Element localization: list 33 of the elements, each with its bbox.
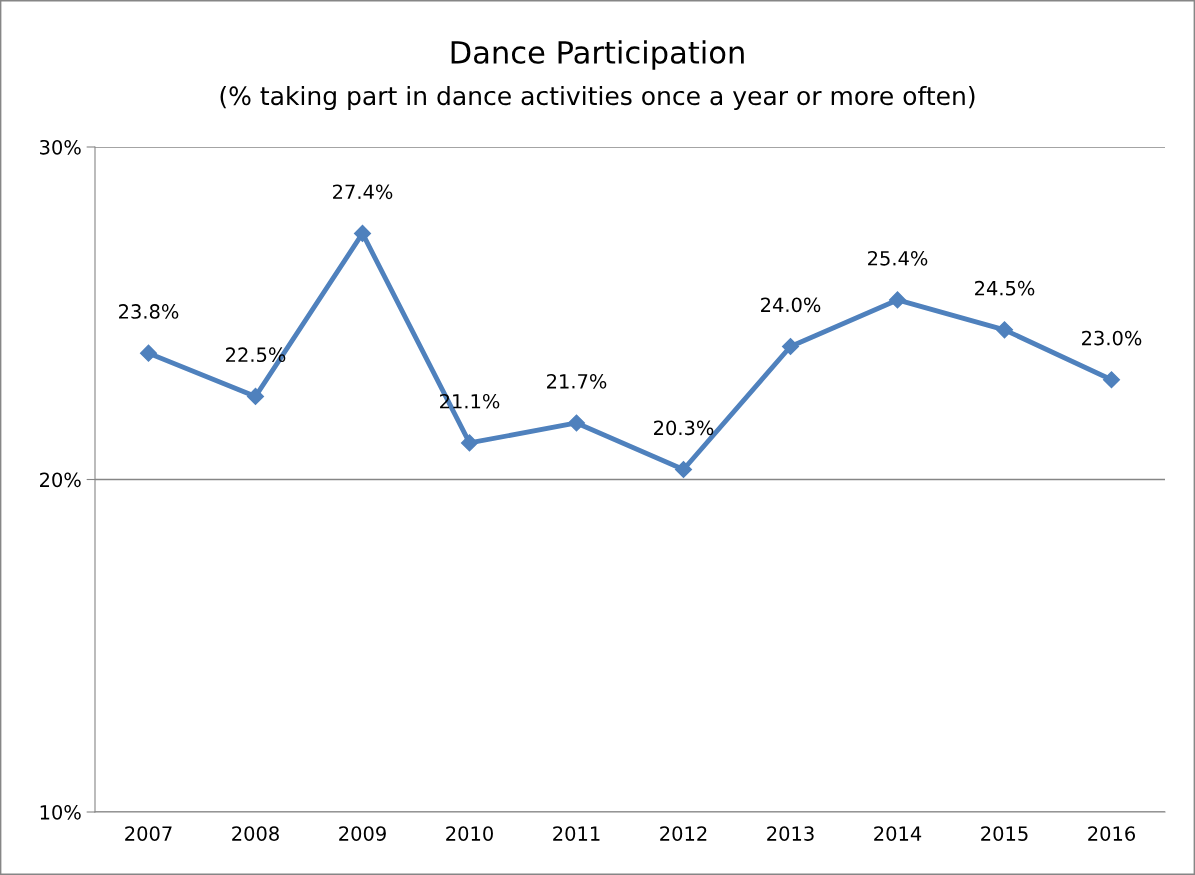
point bbox=[674, 460, 693, 479]
x-tick-label: 2010 bbox=[446, 826, 493, 841]
x-tick-label: 2015 bbox=[981, 826, 1028, 841]
x-tick-label: 2009 bbox=[339, 826, 386, 841]
y-tick-label: 10% bbox=[40, 804, 81, 820]
x-tick-label: 2011 bbox=[553, 826, 600, 841]
point bbox=[460, 434, 479, 452]
data-label: 23.8% bbox=[119, 304, 179, 319]
point bbox=[246, 387, 265, 405]
x-tick-label: 2016 bbox=[1088, 826, 1136, 841]
chart-title: Dance Participation bbox=[451, 40, 744, 70]
data-label: 21.7% bbox=[547, 373, 607, 389]
x-tick-label: 2008 bbox=[232, 826, 279, 841]
point bbox=[567, 414, 586, 432]
data-label: 24.0% bbox=[761, 297, 821, 313]
point bbox=[781, 337, 800, 356]
y-tick-label: 20% bbox=[40, 472, 81, 488]
x-tick-label: 2007 bbox=[125, 826, 172, 841]
point bbox=[139, 344, 158, 362]
x-tick-label: 2014 bbox=[874, 826, 922, 841]
data-label: 25.4% bbox=[868, 250, 928, 266]
point bbox=[1102, 371, 1121, 389]
x-tick-label: 2012 bbox=[660, 826, 707, 841]
chart-subtitle: (% taking part in dance activities once a year or more often) bbox=[220, 85, 975, 111]
data-label: 23.0% bbox=[1082, 330, 1142, 346]
data-label: 24.5% bbox=[975, 280, 1035, 296]
data-label: 27.4% bbox=[333, 184, 393, 200]
data-label: 20.3% bbox=[654, 420, 714, 436]
x-tick-label: 2013 bbox=[767, 826, 814, 841]
point bbox=[888, 291, 907, 309]
y-tick-label: 30% bbox=[40, 139, 81, 155]
point bbox=[995, 321, 1014, 339]
point bbox=[353, 224, 372, 243]
